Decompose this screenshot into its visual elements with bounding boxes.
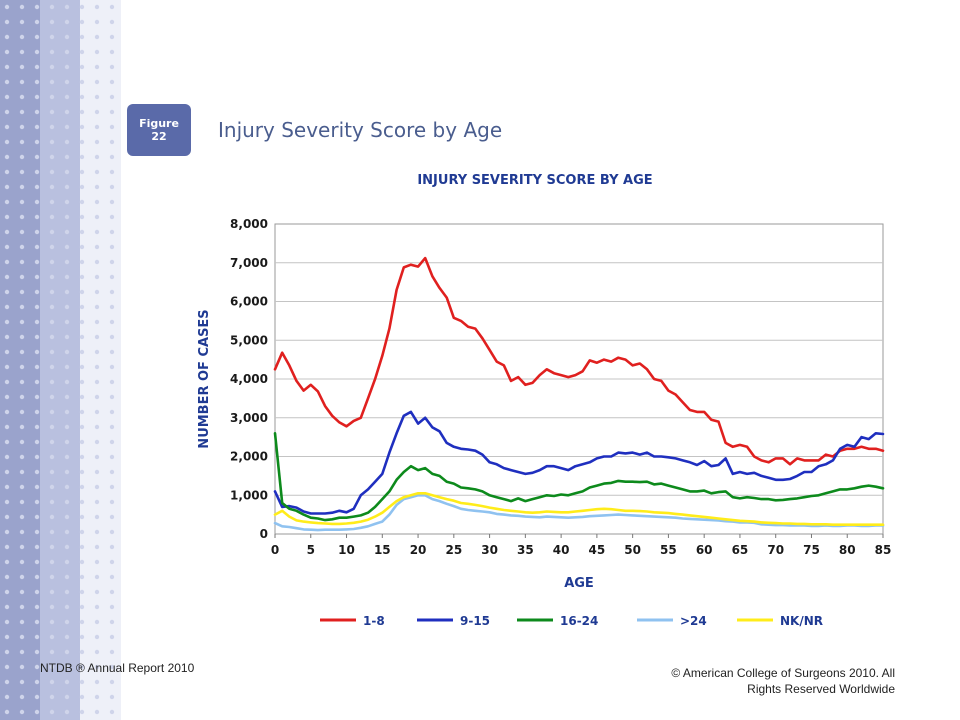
series-line xyxy=(273,410,885,515)
legend-label: 1-8 xyxy=(363,614,385,628)
chart-title: INJURY SEVERITY SCORE BY AGE xyxy=(417,173,652,188)
y-tick-label: 8,000 xyxy=(230,217,268,231)
x-tick-label: 45 xyxy=(589,543,606,557)
y-tick-label: 0 xyxy=(260,527,268,541)
legend-label: NK/NR xyxy=(780,614,823,628)
x-tick-label: 75 xyxy=(803,543,820,557)
legend: 1-8 9-15 16-24 >24 NK/NR xyxy=(320,614,823,628)
figure-badge: Figure 22 xyxy=(127,104,191,156)
x-tick-label: 70 xyxy=(767,543,784,557)
x-tick-label: 5 xyxy=(307,543,315,557)
x-tick-label: 65 xyxy=(732,543,749,557)
x-tick-label: 25 xyxy=(445,543,462,557)
x-tick-label: 80 xyxy=(839,543,856,557)
isr-by-age-chart: INJURY SEVERITY SCORE BY AGE 0 1,000 2,000… xyxy=(180,160,900,640)
x-tick-label: 15 xyxy=(374,543,391,557)
x-tick-label: 35 xyxy=(517,543,534,557)
series-line xyxy=(273,494,885,532)
footer-report-name: NTDB ® Annual Report 2010 xyxy=(40,661,195,675)
figure-badge-label: Figure xyxy=(139,117,179,130)
legend-label: 9-15 xyxy=(460,614,490,628)
x-tick-label: 10 xyxy=(338,543,355,557)
y-tick-label: 3,000 xyxy=(230,411,268,425)
x-axis-label: AGE xyxy=(564,576,594,591)
series-line xyxy=(273,256,885,466)
series-line xyxy=(273,492,885,526)
decorative-dot-strip xyxy=(0,0,121,720)
series-line xyxy=(273,432,885,522)
footer-copyright: © American College of Surgeons 2010. All… xyxy=(640,665,895,697)
figure-badge-number: 22 xyxy=(151,130,167,143)
footer-copyright-line2: Rights Reserved Worldwide xyxy=(747,682,895,696)
y-tick-label: 2,000 xyxy=(230,450,268,464)
y-tick-label: 5,000 xyxy=(230,333,268,347)
y-tick-label: 6,000 xyxy=(230,295,268,309)
x-tick-label: 30 xyxy=(481,543,498,557)
y-tick-label: 4,000 xyxy=(230,372,268,386)
x-tick-labels: 0 5 10 15 20 25 30 35 40 45 50 55 60 65 70 75 80 85 xyxy=(271,543,892,557)
legend-label: 16-24 xyxy=(560,614,598,628)
x-tick-label: 50 xyxy=(624,543,641,557)
x-tick-label: 0 xyxy=(271,543,279,557)
legend-label: >24 xyxy=(680,614,707,628)
footer-copyright-line1: © American College of Surgeons 2010. All xyxy=(671,666,895,680)
grid-lines xyxy=(274,262,884,538)
x-tick-label: 20 xyxy=(410,543,427,557)
x-tick-label: 60 xyxy=(696,543,713,557)
y-axis-label: NUMBER OF CASES xyxy=(197,309,212,448)
x-tick-label: 55 xyxy=(660,543,677,557)
x-tick-label: 85 xyxy=(875,543,892,557)
y-tick-label: 1,000 xyxy=(230,488,268,502)
series-lines xyxy=(273,256,885,532)
y-tick-labels: 0 1,000 2,000 3,000 4,000 5,000 6,000 7,000 8,00… xyxy=(230,217,268,541)
y-tick-label: 7,000 xyxy=(230,256,268,270)
x-tick-label: 40 xyxy=(553,543,570,557)
page-title: Injury Severity Score by Age xyxy=(218,118,503,142)
